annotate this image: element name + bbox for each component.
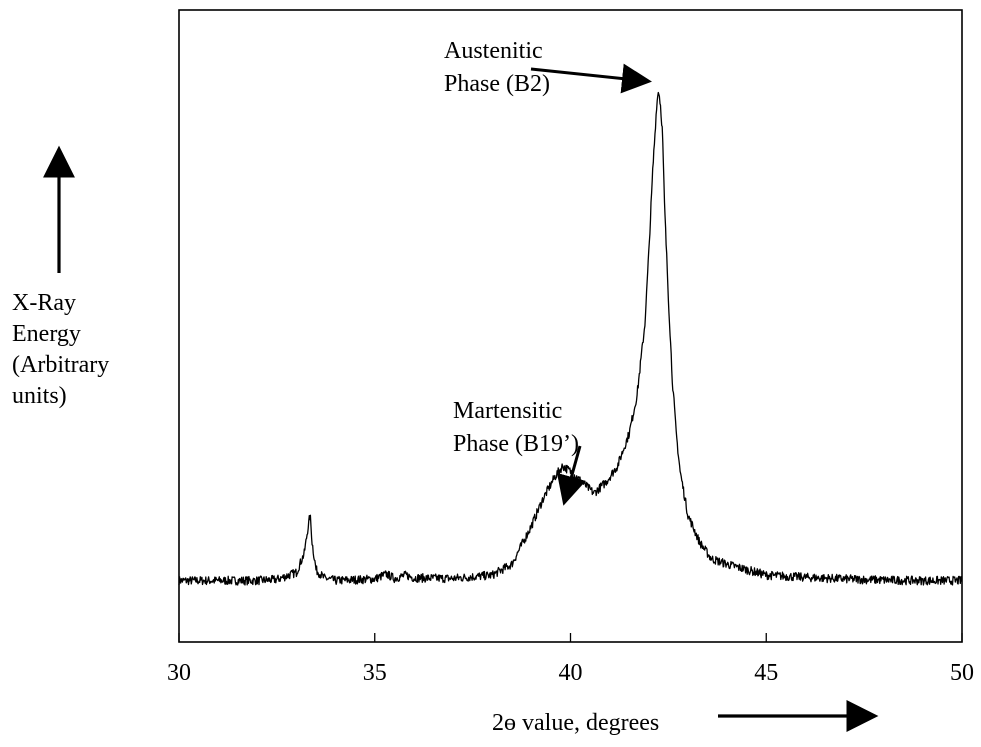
- y-axis-label-line: (Arbitrary: [12, 352, 110, 378]
- annotation-label: Phase (B2): [444, 71, 550, 97]
- y-axis-label-line: units): [12, 383, 67, 409]
- annotation-arrow: [530, 63, 652, 94]
- annotations: Austenitic Phase (B2) Martensitic Phase (B1…: [444, 38, 652, 506]
- annotation-arrow: [556, 445, 586, 506]
- plot-frame: [178, 9, 963, 643]
- x-axis-label: 2ɵ value, degrees: [492, 710, 660, 736]
- annotation-label: Martensitic: [453, 398, 562, 424]
- x-tick-label: 45: [754, 660, 778, 686]
- xrd-series-line: [178, 91, 963, 586]
- annotation: Austenitic Phase (B2): [444, 38, 652, 97]
- annotation: Martensitic Phase (B19’): [453, 398, 586, 506]
- y-axis-label-line: Energy: [12, 321, 81, 347]
- x-axis-ticks: 30 35 40 45 50: [167, 633, 974, 686]
- x-tick-label: 30: [167, 660, 191, 686]
- annotation-label: Austenitic: [444, 38, 543, 64]
- x-tick-label: 40: [559, 660, 583, 686]
- x-tick-label: 50: [950, 660, 974, 686]
- y-axis-label: X-Ray Energy (Arbitrary units): [12, 288, 109, 412]
- x-tick-label: 35: [363, 660, 387, 686]
- y-axis-label-line: X-Ray: [12, 290, 76, 316]
- annotation-label: Phase (B19’): [453, 431, 579, 457]
